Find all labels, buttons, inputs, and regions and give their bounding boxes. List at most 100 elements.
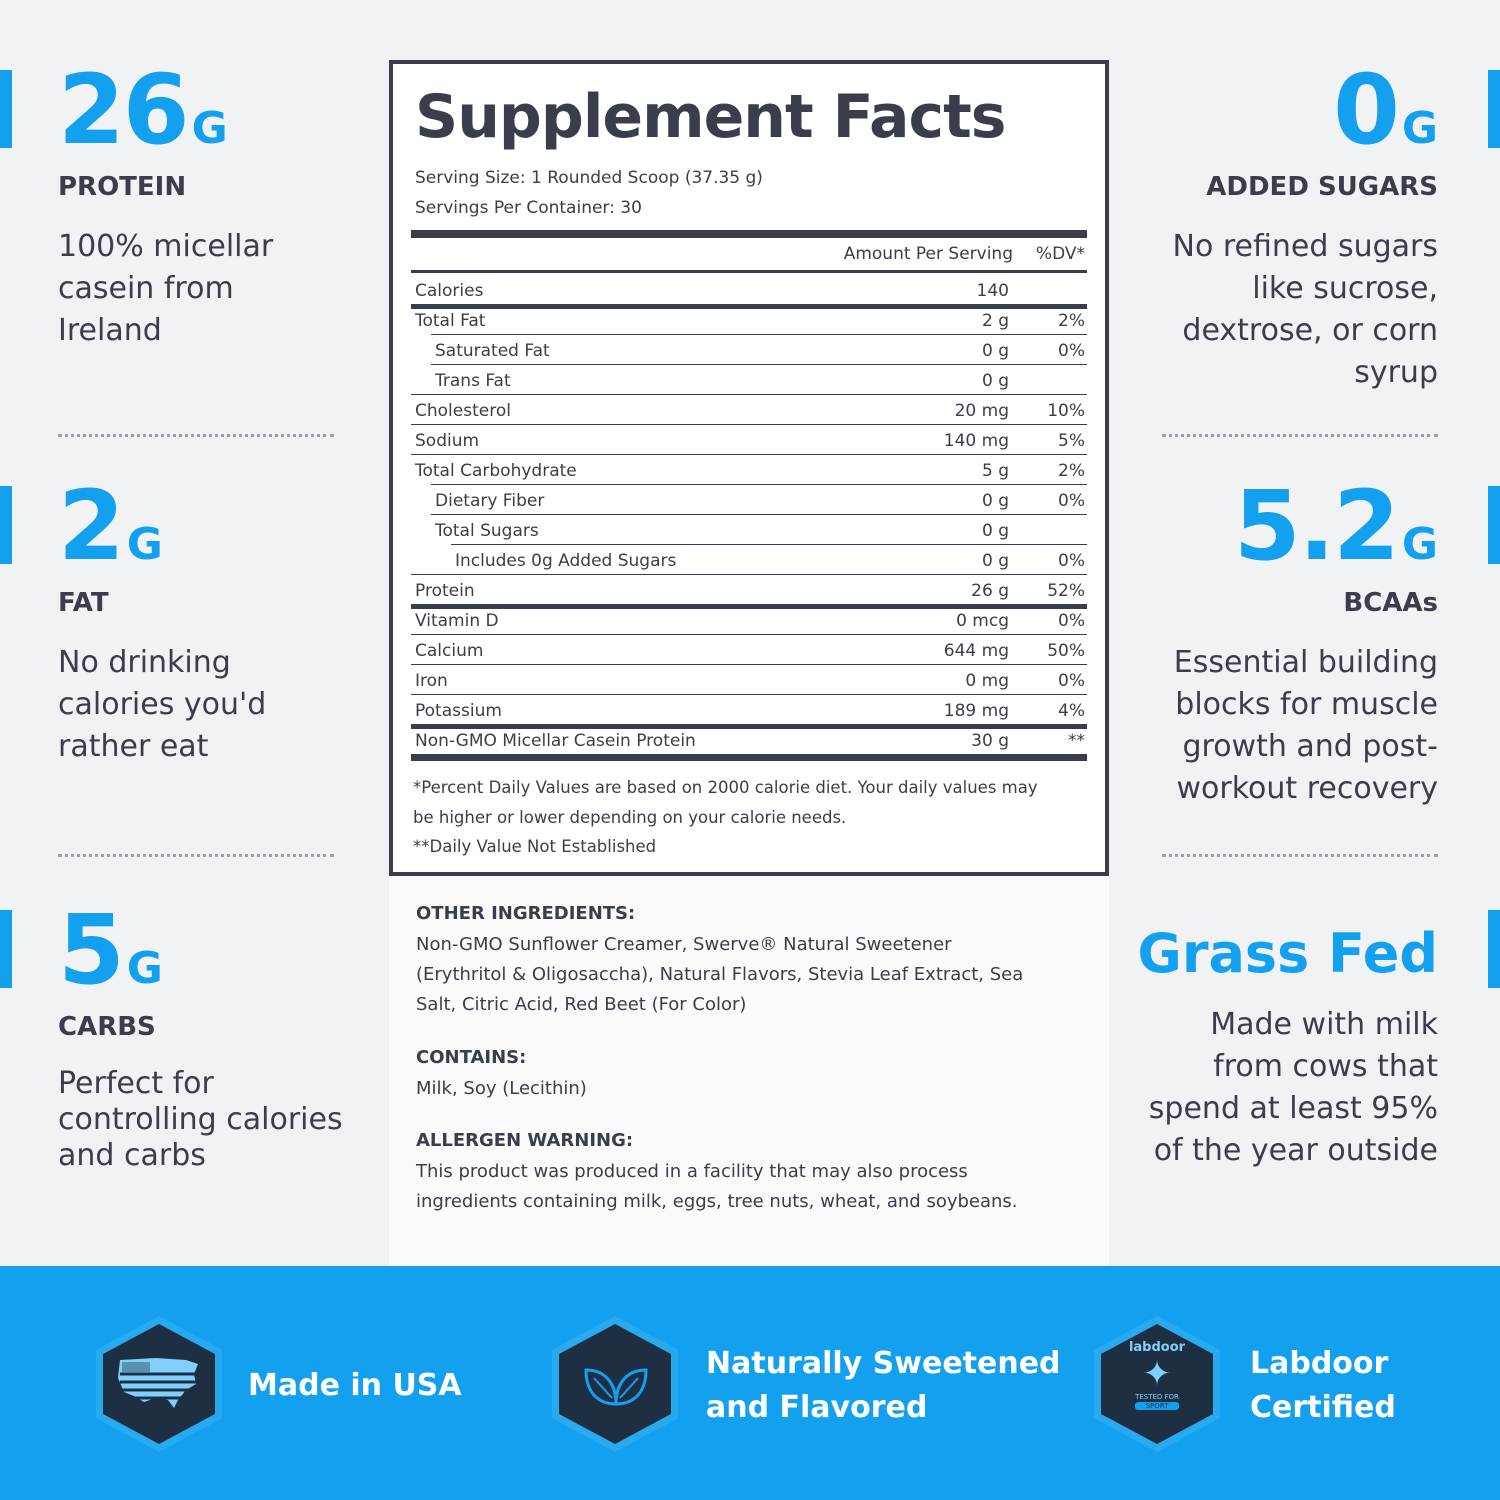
facts-row: Protein 26 g 52% (411, 576, 1087, 606)
stat-label: CARBS (58, 1012, 156, 1042)
stat-value: 5.2G (1233, 470, 1438, 582)
nutrient-name: Calories (415, 281, 484, 301)
badge-made-in-usa (92, 1314, 226, 1458)
nutrient-name: Sodium (415, 431, 480, 451)
row-divider (411, 634, 1087, 635)
nutrient-dv: 0% (1058, 551, 1085, 571)
nutrient-dv: ** (1068, 731, 1085, 751)
facts-row: Calcium 644 mg 50% (411, 636, 1087, 666)
nutrient-amount: 189 mg (943, 701, 1009, 721)
row-divider (451, 544, 1087, 545)
nutrient-name: Dietary Fiber (435, 491, 545, 511)
row-divider (411, 694, 1087, 695)
ingredients-section: OTHER INGREDIENTS: Non-GMO Sunflower Cre… (389, 876, 1109, 1266)
servings-per-container: Servings Per Container: 30 (415, 198, 642, 218)
nutrient-name: Potassium (415, 701, 502, 721)
nutrient-dv: 50% (1047, 641, 1085, 661)
nutrient-name: Saturated Fat (435, 341, 550, 361)
row-divider (411, 664, 1087, 665)
facts-row: Calories 140 (411, 276, 1087, 306)
facts-row: Total Fat 2 g 2% (411, 306, 1087, 336)
nutrient-name: Calcium (415, 641, 484, 661)
dotted-divider (58, 434, 334, 437)
row-divider (411, 454, 1087, 455)
nutrient-amount: 0 g (981, 341, 1009, 361)
facts-row: Total Carbohydrate 5 g 2% (411, 456, 1087, 486)
stat-label: FAT (58, 588, 109, 618)
stat-description: No drinking calories you'd rather eat (58, 645, 267, 764)
row-divider (411, 574, 1087, 575)
header-rule (411, 270, 1087, 273)
badge-naturally-sweetened (548, 1314, 682, 1458)
accent-bar (1488, 486, 1500, 564)
nutrient-amount: 0 mcg (956, 611, 1009, 631)
nutrient-dv: 0% (1058, 671, 1085, 691)
row-divider (411, 394, 1087, 395)
stat-label: BCAAs (1343, 588, 1438, 618)
nutrient-name: Iron (415, 671, 448, 691)
stat-bcaas: 5.2G BCAAs Essential building blocks for … (1174, 478, 1438, 810)
stat-label: ADDED SUGARS (1206, 172, 1438, 202)
supplement-facts-panel: Supplement Facts Serving Size: 1 Rounded… (389, 60, 1109, 876)
amount-per-serving-header: Amount Per Serving (843, 244, 1013, 264)
stat-value: 26G (58, 54, 228, 166)
accent-bar (0, 910, 12, 988)
row-divider (431, 334, 1087, 335)
nutrient-name: Vitamin D (415, 611, 499, 631)
stat-value: 5G (58, 894, 163, 1006)
contains-text: Milk, Soy (Lecithin) (416, 1078, 587, 1099)
nutrient-dv: 0% (1058, 491, 1085, 511)
accent-bar (0, 70, 12, 148)
facts-row: Iron 0 mg 0% (411, 666, 1087, 696)
dotted-divider (1162, 434, 1438, 437)
nutrient-name: Total Sugars (435, 521, 539, 541)
row-divider (431, 364, 1087, 365)
nutrient-dv: 4% (1058, 701, 1085, 721)
facts-row: Trans Fat 0 g (411, 366, 1087, 396)
nutrient-amount: 30 g (971, 731, 1009, 751)
row-divider (411, 754, 1087, 761)
thick-rule (411, 604, 1087, 609)
stat-description: Essential building blocks for muscle growt… (1173, 645, 1438, 806)
nutrient-dv: 2% (1058, 311, 1085, 331)
stat-label: PROTEIN (58, 172, 187, 202)
labdoor-logo-icon: labdoor ✦ TESTED FOR SPORT (1128, 1340, 1186, 1410)
panel-title: Supplement Facts (415, 82, 1007, 152)
facts-row: Dietary Fiber 0 g 0% (411, 486, 1087, 516)
other-ingredients-heading: OTHER INGREDIENTS: (416, 903, 636, 924)
facts-row: Saturated Fat 0 g 0% (411, 336, 1087, 366)
footnote-dv-cont: be higher or lower depending on your cal… (413, 808, 847, 827)
stat-description: Made with milk from cows that spend at lea… (1148, 1007, 1438, 1168)
nutrient-amount: 0 g (981, 521, 1009, 541)
nutrient-name: Cholesterol (415, 401, 511, 421)
facts-row: Total Sugars 0 g (411, 516, 1087, 546)
row-divider (431, 514, 1087, 515)
facts-row: Includes 0g Added Sugars 0 g 0% (411, 546, 1087, 576)
contains-heading: CONTAINS: (416, 1047, 527, 1068)
nutrient-amount: 140 (976, 281, 1009, 301)
nutrient-name: Includes 0g Added Sugars (455, 551, 677, 571)
nutrient-amount: 0 g (981, 491, 1009, 511)
stat-grass-fed: Grass Fed Made with milk from cows that sp… (1138, 924, 1438, 1172)
nutrient-amount: 26 g (971, 581, 1009, 601)
accent-bar (0, 486, 12, 564)
dotted-divider (1162, 854, 1438, 857)
allergen-text: This product was produced in a facility … (416, 1161, 1018, 1212)
facts-row: Non-GMO Micellar Casein Protein 30 g ** (411, 726, 1087, 756)
feature-band: Made in USA Naturally Sweetened and Flavo… (0, 1266, 1500, 1500)
stat-protein: 26G PROTEIN 100% micellar casein from Irel… (58, 62, 273, 352)
nutrient-name: Total Fat (415, 311, 486, 331)
accent-bar (1488, 70, 1500, 148)
row-divider (431, 484, 1087, 485)
nutrient-name: Non-GMO Micellar Casein Protein (415, 731, 696, 751)
nutrient-dv: 10% (1047, 401, 1085, 421)
nutrient-amount: 5 g (981, 461, 1009, 481)
stat-fat: 2G FAT No drinking calories you'd rather e… (58, 478, 266, 768)
leaf-icon (584, 1368, 648, 1406)
nutrient-amount: 2 g (981, 311, 1009, 331)
stat-value: 2G (58, 470, 163, 582)
usa-flag-map-icon (118, 1358, 198, 1408)
facts-row: Cholesterol 20 mg 10% (411, 396, 1087, 426)
nutrient-dv: 0% (1058, 611, 1085, 631)
nutrient-name: Trans Fat (435, 371, 511, 391)
